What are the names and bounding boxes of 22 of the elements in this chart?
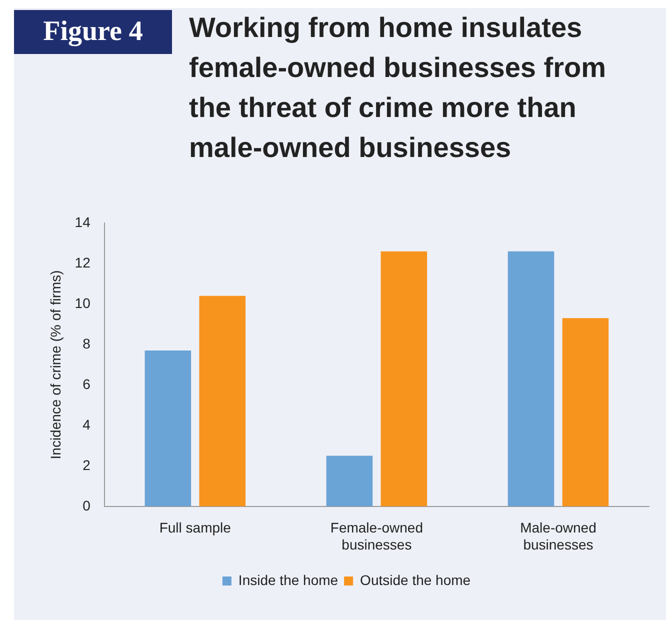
y-tick-label: 8 xyxy=(82,335,91,352)
y-tick-label: 6 xyxy=(82,376,91,392)
y-tick-label: 0 xyxy=(82,497,91,514)
x-tick-label: Full sample xyxy=(159,520,232,536)
bar xyxy=(144,350,192,506)
caption: Figure 4 xyxy=(14,10,172,54)
y-tick-label: 12 xyxy=(74,254,91,270)
bar xyxy=(562,318,609,506)
x-tick-label: Male-owned businesses xyxy=(520,520,596,552)
y-axis-title: Incidence of crime (% of firms) xyxy=(47,270,64,460)
bar xyxy=(326,456,373,506)
bar xyxy=(380,251,428,506)
legend-label: Outside the home xyxy=(360,572,471,588)
legend-label: Inside the home xyxy=(238,572,338,588)
y-tick-label: 10 xyxy=(74,294,91,311)
bar xyxy=(199,296,246,506)
chart-title: Working from home insulates female-owned businesses from the threat of crime more than male-owned businesses xyxy=(189,11,608,165)
bar xyxy=(508,251,554,506)
y-tick-label: 4 xyxy=(82,416,91,432)
x-tick-label: Female-owned businesses xyxy=(330,520,423,552)
y-tick-label: 2 xyxy=(82,456,91,473)
y-tick-label: 14 xyxy=(74,214,91,230)
